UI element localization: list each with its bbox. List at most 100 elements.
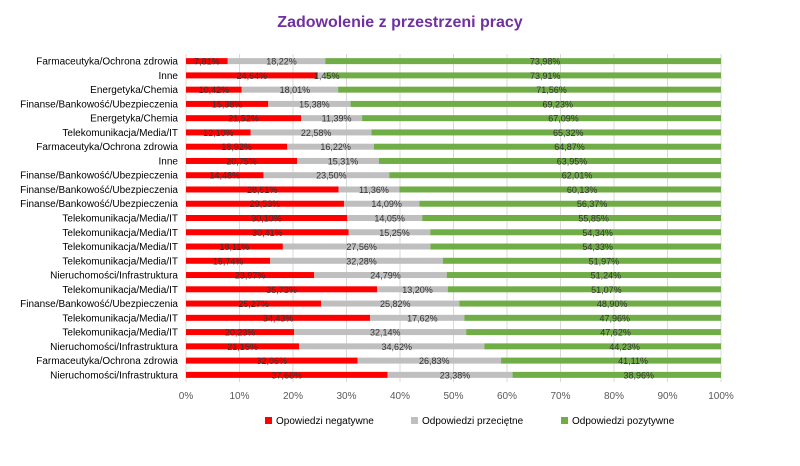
value-label: 26,83% <box>419 356 450 366</box>
bar-segment <box>299 343 485 350</box>
x-tick-label: 10% <box>229 391 249 402</box>
value-label: 71,56% <box>536 85 567 95</box>
category-label: Energetyka/Chemia <box>90 114 178 125</box>
legend-label: Odpowiedzi pozytywne <box>572 416 675 427</box>
value-label: 54,33% <box>582 242 613 252</box>
bar-segment <box>186 100 269 107</box>
value-label: 35,73% <box>266 285 297 295</box>
bar-segment <box>186 200 344 207</box>
bar-segment <box>186 272 315 279</box>
bar-segment <box>512 371 721 378</box>
legend: Opowiedzi negatywne Odpowiedzi przeciętne… <box>265 416 675 427</box>
value-label: 44,23% <box>609 342 640 352</box>
value-label: 13,20% <box>402 285 433 295</box>
value-label: 54,34% <box>582 228 613 238</box>
value-label: 21,52% <box>228 114 259 124</box>
value-label: 7,81% <box>194 57 220 67</box>
x-tick-label: 80% <box>604 391 624 402</box>
bar-segment <box>338 86 721 93</box>
bar-segment <box>466 329 721 336</box>
bars <box>186 58 722 378</box>
x-tick-label: 50% <box>443 391 463 402</box>
value-label: 67,09% <box>548 114 579 124</box>
category-label: Nieruchomości/Infrastruktura <box>50 370 178 381</box>
bar-segment <box>464 314 722 321</box>
bar-segment <box>362 115 721 122</box>
category-label: Telekomunikacja/Media/IT <box>62 228 178 239</box>
value-label: 38,96% <box>624 370 655 380</box>
bar-segment <box>377 286 448 293</box>
category-label: Inne <box>159 156 179 167</box>
value-label: 32,28% <box>346 256 377 266</box>
bar-segment <box>282 243 431 250</box>
value-label: 48,90% <box>597 299 628 309</box>
bar-segment <box>389 172 721 179</box>
category-label: Finanse/Bankowość/Ubezpieczenia <box>20 185 178 196</box>
bar-segment <box>186 300 322 307</box>
bar-segment <box>338 186 400 193</box>
value-label: 32,06% <box>256 356 287 366</box>
category-label: Telekomunikacja/Media/IT <box>62 285 178 296</box>
category-label: Telekomunikacja/Media/IT <box>62 242 178 253</box>
value-label: 65,32% <box>553 128 584 138</box>
value-label: 24,64% <box>237 71 268 81</box>
bar-segment <box>186 314 371 321</box>
bar-segment <box>422 215 721 221</box>
x-tick-label: 100% <box>708 391 734 402</box>
category-label: Telekomunikacja/Media/IT <box>62 328 178 339</box>
bar-segment <box>250 129 372 136</box>
bar-segment <box>186 58 228 65</box>
value-label: 20,23% <box>225 328 256 338</box>
bar-segment <box>378 157 722 164</box>
bar-segment <box>287 143 374 150</box>
bar-segment <box>430 243 721 250</box>
value-label: 15,38% <box>212 99 243 109</box>
bar-segment <box>263 172 390 179</box>
value-label: 15,74% <box>213 256 244 266</box>
bar-segment <box>442 257 721 264</box>
legend-swatch <box>411 417 418 424</box>
bar-segment <box>399 186 721 193</box>
bar-segment <box>419 200 721 207</box>
category-label: Telekomunikacja/Media/IT <box>62 256 178 267</box>
category-labels: Farmaceutyka/Ochrona zdrowia Inne Energety… <box>20 57 178 382</box>
category-label: Energetyka/Chemia <box>90 85 178 96</box>
bar-segment <box>186 257 271 264</box>
bar-segment <box>446 272 721 279</box>
value-label: 47,96% <box>599 313 630 323</box>
value-label: 17,62% <box>407 313 438 323</box>
bar-segment <box>186 172 264 179</box>
bar-segment <box>321 300 460 307</box>
bar-segment <box>371 129 721 136</box>
x-tick-label: 40% <box>390 391 410 402</box>
value-label: 64,87% <box>554 142 585 152</box>
value-label: 60,13% <box>567 185 598 195</box>
bar-segment <box>186 86 242 93</box>
value-label: 34,43% <box>263 313 294 323</box>
legend-label: Odpowiedzi przeciętne <box>422 416 524 427</box>
category-label: Farmaceutyka/Ochrona zdrowia <box>36 356 178 367</box>
bar-segment <box>186 371 388 378</box>
value-label: 37,66% <box>271 370 302 380</box>
value-label: 51,97% <box>589 256 620 266</box>
bar-segment <box>430 229 721 236</box>
bar-segment <box>186 129 251 136</box>
bar-segment <box>186 343 300 350</box>
bar-segment <box>186 72 318 79</box>
bar-segment <box>347 215 423 221</box>
bar-segment <box>370 314 465 321</box>
category-label: Finanse/Bankowość/Ubezpieczenia <box>20 99 178 110</box>
value-label: 73,98% <box>530 57 561 67</box>
bar-segment <box>186 143 288 150</box>
category-label: Telekomunikacja/Media/IT <box>62 313 178 324</box>
value-label: 18,01% <box>280 85 311 95</box>
value-label: 51,24% <box>591 271 622 281</box>
bar-segment <box>501 357 721 364</box>
value-label: 41,11% <box>618 356 648 366</box>
value-label: 73,91% <box>530 71 561 81</box>
bar-segment <box>186 286 378 293</box>
category-label: Finanse/Bankowość/Ubezpieczenia <box>20 199 178 210</box>
value-label: 1,45% <box>314 71 340 81</box>
value-label: 18,22% <box>266 57 297 67</box>
